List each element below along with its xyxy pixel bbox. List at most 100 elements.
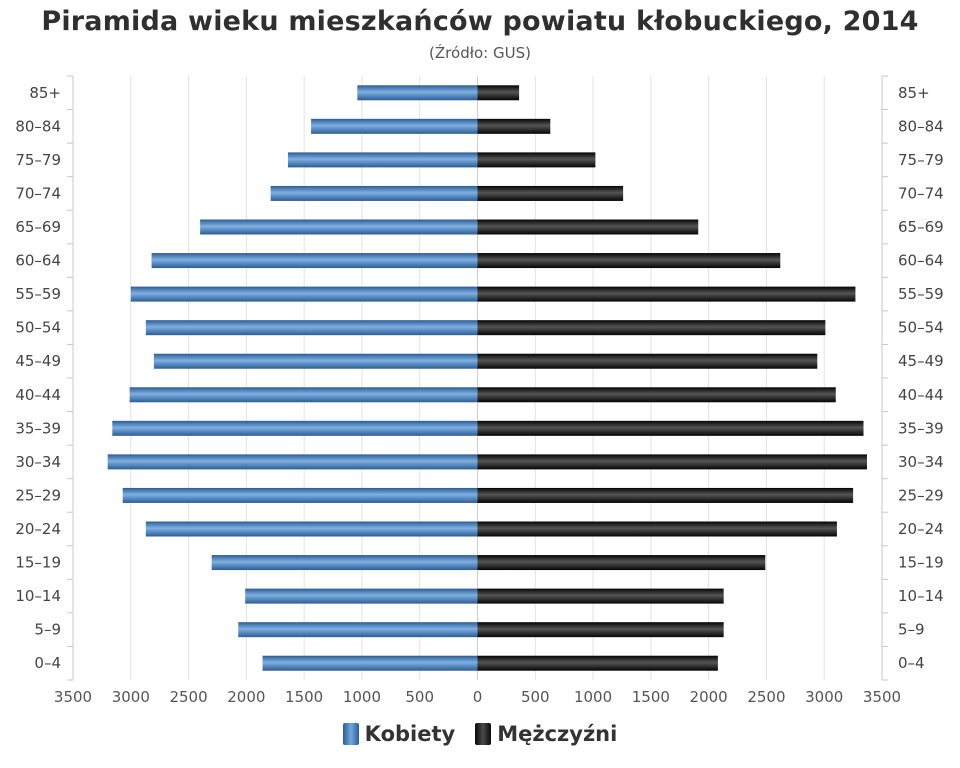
x-tick-label: 2500 xyxy=(169,688,207,706)
legend-swatch-male xyxy=(475,723,492,745)
legend-swatch-female xyxy=(342,723,359,745)
category-label-right: 15–19 xyxy=(898,554,944,572)
bar-female[interactable] xyxy=(145,320,478,336)
bar-male[interactable] xyxy=(477,185,624,201)
category-label-right: 85+ xyxy=(898,84,930,102)
category-label-right: 0–4 xyxy=(898,654,925,672)
category-label-left: 25–29 xyxy=(15,486,61,504)
bar-male[interactable] xyxy=(477,353,818,369)
legend-item-female[interactable]: Kobiety xyxy=(342,722,456,746)
bar-male[interactable] xyxy=(477,521,837,537)
category-label-right: 65–69 xyxy=(898,218,944,236)
category-label-left: 65–69 xyxy=(15,218,61,236)
bar-female[interactable] xyxy=(270,185,478,201)
legend-label-female: Kobiety xyxy=(364,722,456,746)
bar-layer xyxy=(107,85,867,671)
legend-item-male[interactable]: Mężczyźni xyxy=(475,722,617,746)
bar-male[interactable] xyxy=(477,219,699,235)
category-label-left: 70–74 xyxy=(15,184,61,202)
bar-female[interactable] xyxy=(112,420,478,436)
bar-female[interactable] xyxy=(211,555,478,571)
bar-female[interactable] xyxy=(287,152,478,168)
x-tick-label: 2500 xyxy=(747,688,785,706)
category-label-left: 35–39 xyxy=(15,419,61,437)
category-label-left: 30–34 xyxy=(15,453,61,471)
bar-male[interactable] xyxy=(477,655,718,671)
x-tick-label: 1500 xyxy=(285,688,323,706)
bar-female[interactable] xyxy=(357,85,478,101)
bar-male[interactable] xyxy=(477,320,826,336)
category-label-right: 75–79 xyxy=(898,151,944,169)
bar-female[interactable] xyxy=(262,655,478,671)
bar-male[interactable] xyxy=(477,253,781,269)
category-label-right: 80–84 xyxy=(898,117,944,135)
category-label-right: 25–29 xyxy=(898,486,944,504)
category-label-left: 0–4 xyxy=(34,654,61,672)
bar-male[interactable] xyxy=(477,555,766,571)
category-label-left: 45–49 xyxy=(15,352,61,370)
category-label-right: 35–39 xyxy=(898,419,944,437)
bar-male[interactable] xyxy=(477,588,724,604)
bar-male[interactable] xyxy=(477,118,551,134)
category-label-left: 55–59 xyxy=(15,285,61,303)
category-label-right: 40–44 xyxy=(898,386,944,404)
x-tick-label: 500 xyxy=(521,688,550,706)
x-tick-label: 0 xyxy=(473,688,483,706)
bar-female[interactable] xyxy=(145,521,478,537)
x-tick-label: 3000 xyxy=(805,688,843,706)
category-label-left: 40–44 xyxy=(15,386,61,404)
bar-male[interactable] xyxy=(477,85,520,101)
chart-title: Piramida wieku mieszkańców powiatu kłobu… xyxy=(41,6,919,37)
bar-male[interactable] xyxy=(477,622,724,638)
bar-female[interactable] xyxy=(153,353,478,369)
category-label-left: 10–14 xyxy=(15,587,61,605)
category-label-right: 5–9 xyxy=(898,621,925,639)
axis-layer xyxy=(67,75,888,681)
label-layer: 3500 3000 2500 2000 1500 1000 500 0 500 1000 1500 2… xyxy=(15,84,943,706)
category-label-right: 20–24 xyxy=(898,520,944,538)
category-label-left: 5–9 xyxy=(34,621,61,639)
x-tick-label: 3500 xyxy=(863,688,901,706)
x-tick-label: 1000 xyxy=(574,688,612,706)
category-label-left: 15–19 xyxy=(15,554,61,572)
bar-female[interactable] xyxy=(107,454,478,470)
category-label-left: 75–79 xyxy=(15,151,61,169)
bar-female[interactable] xyxy=(130,286,478,302)
category-label-right: 30–34 xyxy=(898,453,944,471)
bar-male[interactable] xyxy=(477,387,836,403)
x-tick-label: 500 xyxy=(405,688,434,706)
category-label-right: 70–74 xyxy=(898,184,944,202)
bar-female[interactable] xyxy=(311,118,478,134)
bar-female[interactable] xyxy=(245,588,478,604)
bar-female[interactable] xyxy=(200,219,478,235)
category-label-right: 10–14 xyxy=(898,587,944,605)
category-label-left: 80–84 xyxy=(15,117,61,135)
x-tick-label: 3000 xyxy=(112,688,150,706)
x-tick-label: 2000 xyxy=(690,688,728,706)
chart-subtitle: (Źródło: GUS) xyxy=(429,44,531,62)
legend-label-male: Mężczyźni xyxy=(497,722,618,746)
category-label-right: 60–64 xyxy=(898,252,944,270)
category-label-left: 85+ xyxy=(29,84,61,102)
x-tick-label: 3500 xyxy=(54,688,92,706)
category-label-left: 50–54 xyxy=(15,319,61,337)
bar-female[interactable] xyxy=(238,622,478,638)
bar-male[interactable] xyxy=(477,152,596,168)
x-tick-label: 1500 xyxy=(632,688,670,706)
x-tick-label: 1000 xyxy=(343,688,381,706)
bar-male[interactable] xyxy=(477,420,864,436)
bar-female[interactable] xyxy=(122,487,478,503)
category-label-right: 55–59 xyxy=(898,285,944,303)
bar-male[interactable] xyxy=(477,487,854,503)
category-label-left: 20–24 xyxy=(15,520,61,538)
bar-male[interactable] xyxy=(477,454,867,470)
category-label-left: 60–64 xyxy=(15,252,61,270)
bar-female[interactable] xyxy=(151,253,478,269)
bar-male[interactable] xyxy=(477,286,856,302)
category-label-right: 45–49 xyxy=(898,352,944,370)
bar-female[interactable] xyxy=(129,387,478,403)
category-label-right: 50–54 xyxy=(898,319,944,337)
legend: Kobiety Mężczyźni xyxy=(0,722,960,746)
x-tick-label: 2000 xyxy=(227,688,265,706)
